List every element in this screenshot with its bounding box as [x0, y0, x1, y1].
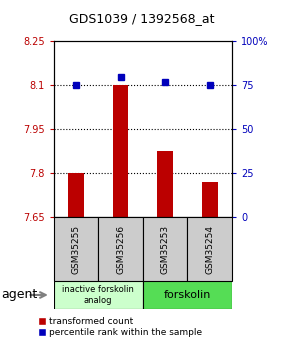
- Text: agent: agent: [1, 288, 38, 302]
- Bar: [54, 281, 143, 309]
- Bar: [98, 217, 143, 281]
- Text: GSM35255: GSM35255: [71, 225, 80, 274]
- Text: GDS1039 / 1392568_at: GDS1039 / 1392568_at: [69, 12, 215, 25]
- Bar: [143, 281, 232, 309]
- Text: GSM35254: GSM35254: [205, 225, 214, 274]
- Bar: [68, 174, 84, 217]
- Legend: transformed count, percentile rank within the sample: transformed count, percentile rank withi…: [34, 314, 206, 341]
- Bar: [54, 217, 98, 281]
- Bar: [113, 86, 128, 217]
- Bar: [202, 182, 218, 217]
- Bar: [157, 151, 173, 217]
- Bar: [143, 217, 187, 281]
- Text: forskolin: forskolin: [164, 290, 211, 300]
- Text: GSM35256: GSM35256: [116, 225, 125, 274]
- Text: inactive forskolin
analog: inactive forskolin analog: [62, 285, 134, 305]
- Bar: [187, 217, 232, 281]
- Text: GSM35253: GSM35253: [161, 225, 170, 274]
